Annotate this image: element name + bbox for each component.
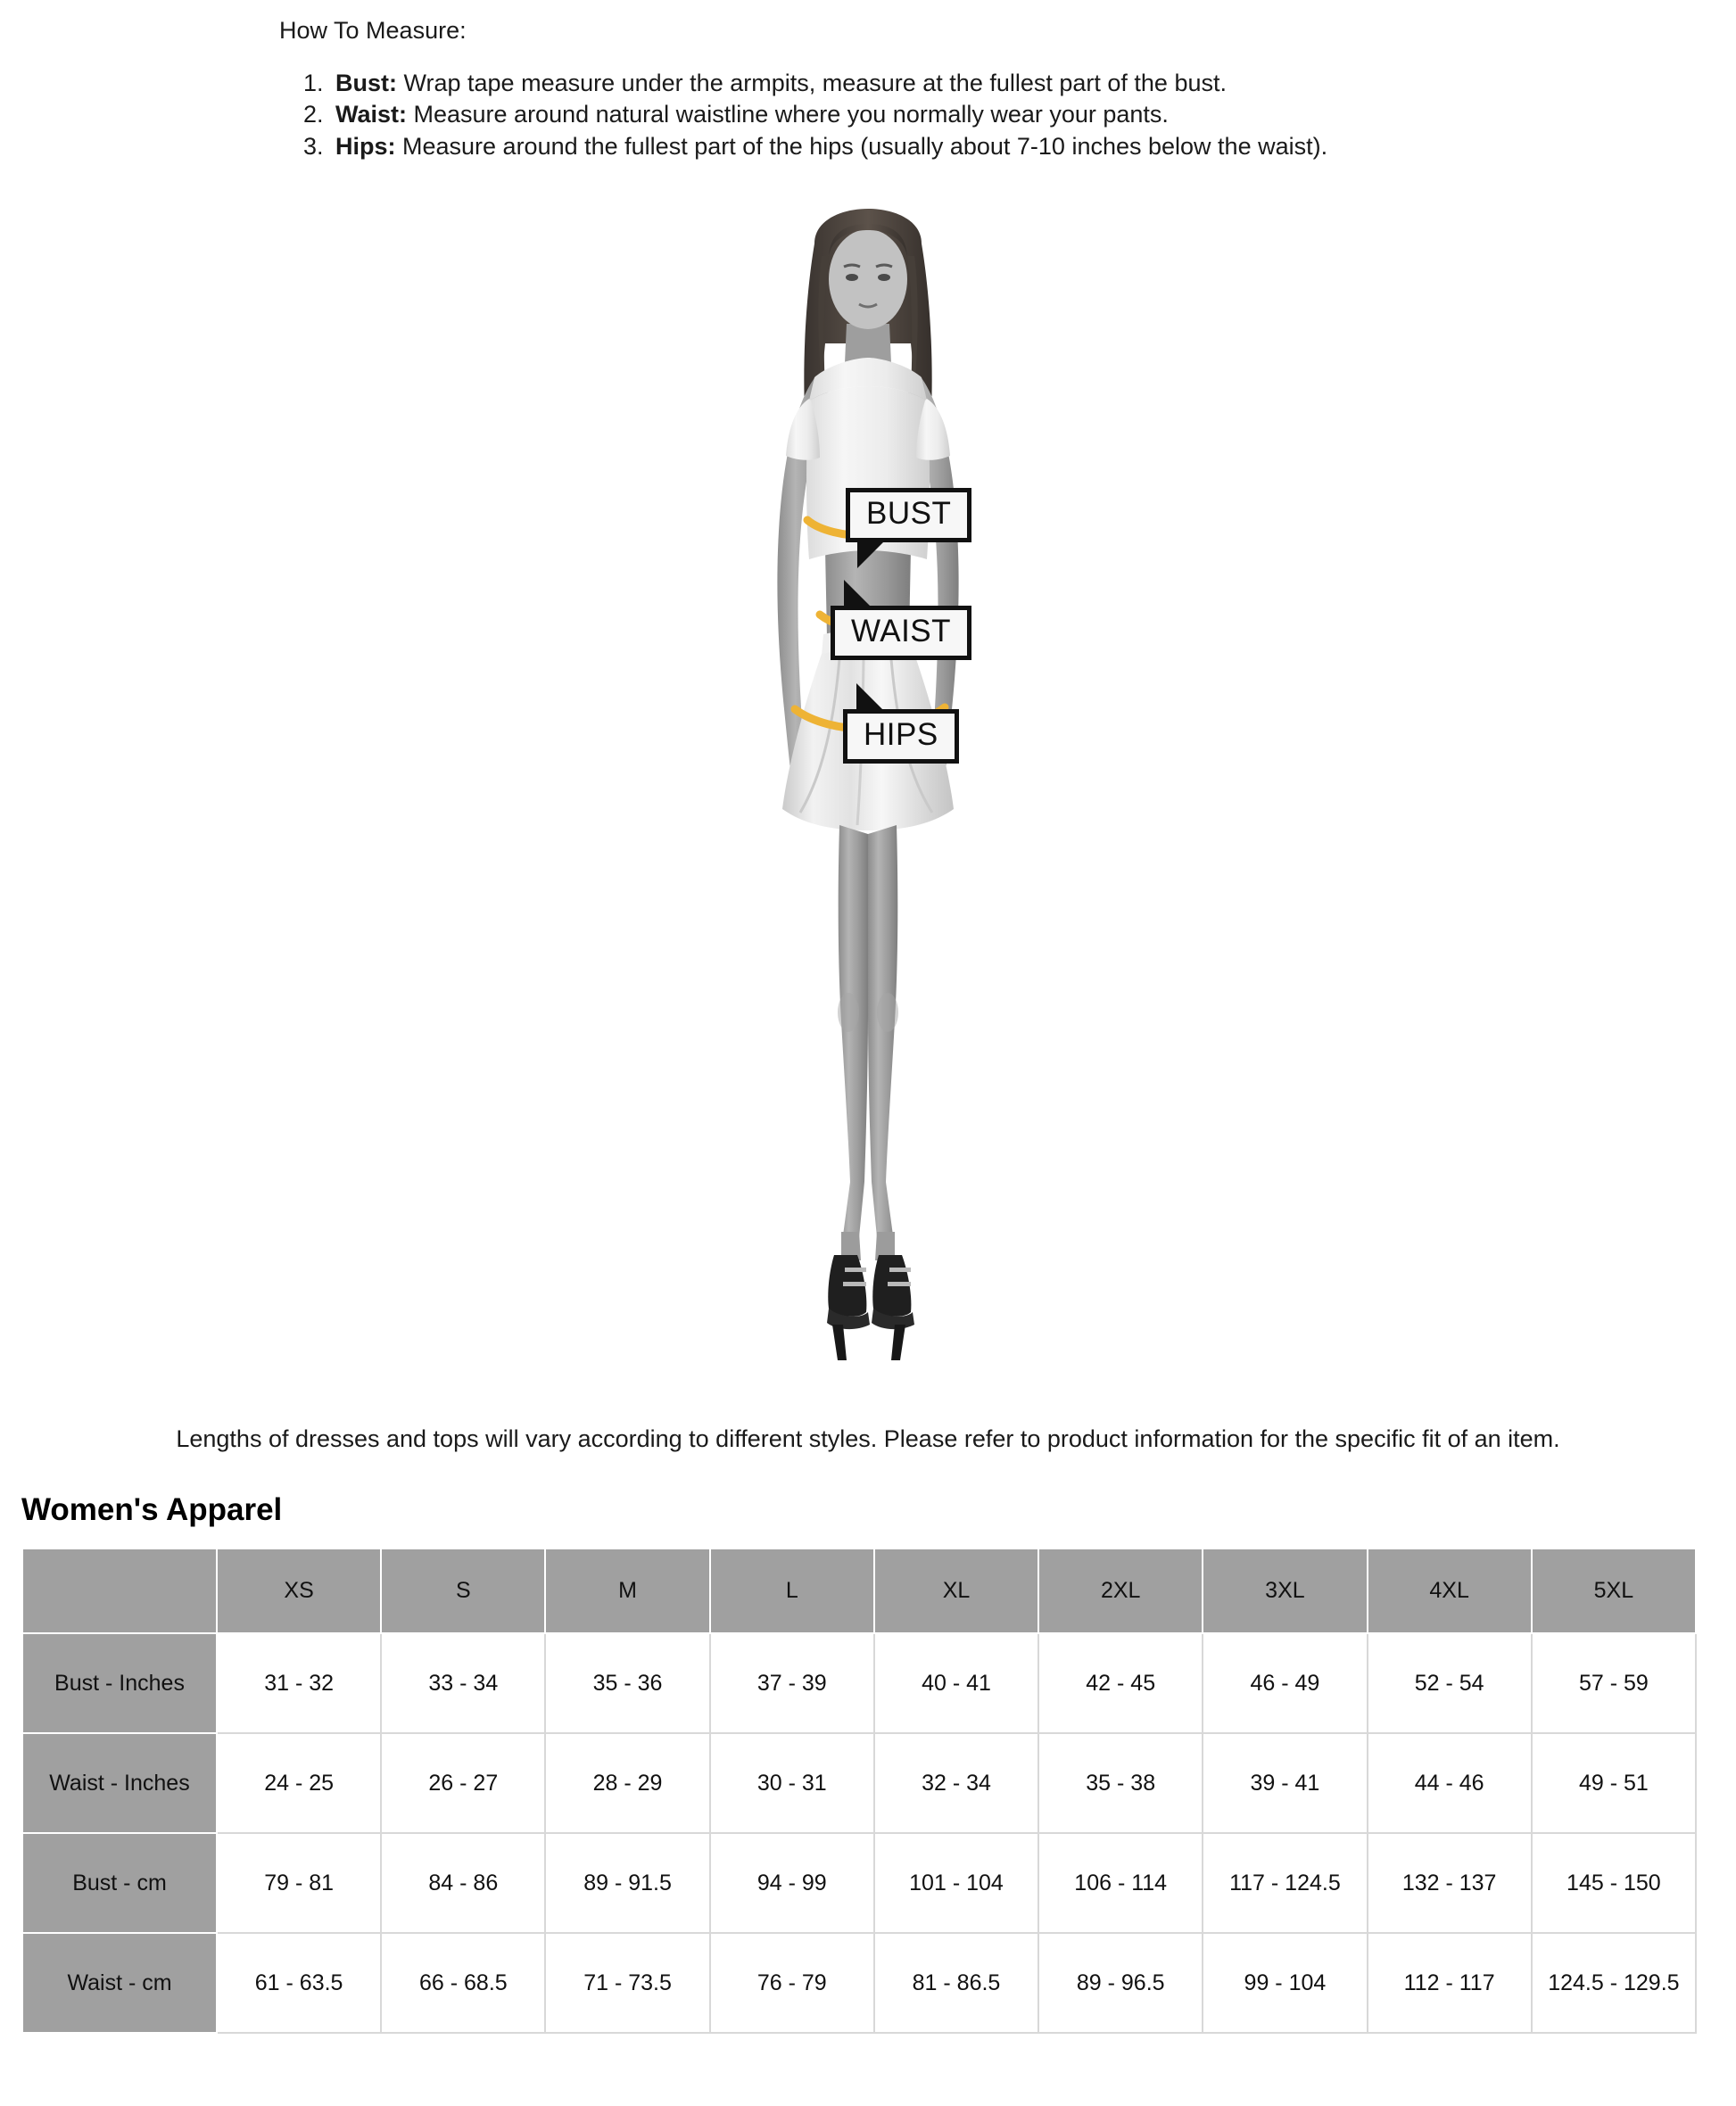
waist-callout-text: WAIST bbox=[851, 614, 952, 648]
callout-pointer-icon bbox=[857, 537, 888, 568]
table-cell: 106 - 114 bbox=[1037, 1832, 1204, 1934]
table-header: XS S M L XL 2XL 3XL 4XL 5XL bbox=[21, 1548, 1698, 1634]
table-row: Waist - cm 61 - 63.5 66 - 68.5 71 - 73.5… bbox=[21, 1932, 1698, 2034]
table-cell: 30 - 31 bbox=[708, 1732, 875, 1834]
model-illustration bbox=[681, 174, 1055, 1423]
table-cell: 76 - 79 bbox=[708, 1932, 875, 2034]
table-cell: 28 - 29 bbox=[544, 1732, 711, 1834]
table-cell: 101 - 104 bbox=[872, 1832, 1040, 1934]
list-item: Hips: Measure around the fullest part of… bbox=[330, 131, 1736, 163]
waist-callout-label: WAIST bbox=[831, 580, 972, 660]
table-row: Waist - Inches 24 - 25 26 - 27 28 - 29 3… bbox=[21, 1732, 1698, 1834]
column-header-4xl: 4XL bbox=[1366, 1548, 1533, 1634]
how-to-measure-section: How To Measure: Bust: Wrap tape measure … bbox=[0, 0, 1736, 163]
list-item: Bust: Wrap tape measure under the armpit… bbox=[330, 68, 1736, 100]
table-cell: 99 - 104 bbox=[1202, 1932, 1368, 2034]
column-header-l: L bbox=[708, 1548, 875, 1634]
page-title: Women's Apparel bbox=[21, 1492, 283, 1527]
figure-caption: Lengths of dresses and tops will vary ac… bbox=[176, 1425, 1560, 1452]
step-term-waist: Waist: bbox=[335, 101, 407, 128]
table-body: Bust - Inches 31 - 32 33 - 34 35 - 36 37… bbox=[21, 1632, 1698, 2034]
table-cell: 81 - 86.5 bbox=[872, 1932, 1040, 2034]
table-cell: 37 - 39 bbox=[708, 1632, 875, 1734]
table-cell: 52 - 54 bbox=[1366, 1632, 1533, 1734]
table-cell: 61 - 63.5 bbox=[215, 1932, 383, 2034]
table-header-row: XS S M L XL 2XL 3XL 4XL 5XL bbox=[21, 1548, 1698, 1634]
table-cell: 32 - 34 bbox=[872, 1732, 1040, 1834]
hips-callout-label: HIPS bbox=[843, 683, 959, 764]
bust-callout-label: BUST bbox=[846, 488, 972, 568]
table-cell: 49 - 51 bbox=[1530, 1732, 1698, 1834]
row-label-bust-cm: Bust - cm bbox=[21, 1832, 218, 1934]
step-text-waist: Measure around natural waistline where y… bbox=[407, 101, 1169, 128]
table-cell: 84 - 86 bbox=[380, 1832, 547, 1934]
step-term-bust: Bust: bbox=[335, 69, 397, 96]
hips-callout-text: HIPS bbox=[864, 717, 938, 752]
table-cell: 71 - 73.5 bbox=[544, 1932, 711, 2034]
table-cell: 35 - 38 bbox=[1037, 1732, 1204, 1834]
table-cell: 132 - 137 bbox=[1366, 1832, 1533, 1934]
table-cell: 145 - 150 bbox=[1530, 1832, 1698, 1934]
row-label-bust-inches: Bust - Inches bbox=[21, 1632, 218, 1734]
how-to-measure-title: How To Measure: bbox=[279, 17, 467, 44]
table-cell: 31 - 32 bbox=[215, 1632, 383, 1734]
table-cell: 24 - 25 bbox=[215, 1732, 383, 1834]
step-text-hips: Measure around the fullest part of the h… bbox=[395, 133, 1328, 160]
measurement-figure: BUST WAIST HIPS bbox=[0, 174, 1736, 1423]
table-cell: 40 - 41 bbox=[872, 1632, 1040, 1734]
table-cell: 26 - 27 bbox=[380, 1732, 547, 1834]
callout-pointer-icon bbox=[856, 683, 887, 714]
table-cell: 66 - 68.5 bbox=[380, 1932, 547, 2034]
how-to-measure-list: Bust: Wrap tape measure under the armpit… bbox=[0, 68, 1736, 163]
table-cell: 124.5 - 129.5 bbox=[1530, 1932, 1698, 2034]
column-header-s: S bbox=[380, 1548, 547, 1634]
table-cell: 112 - 117 bbox=[1366, 1932, 1533, 2034]
table-cell: 117 - 124.5 bbox=[1202, 1832, 1368, 1934]
row-label-waist-inches: Waist - Inches bbox=[21, 1732, 218, 1834]
list-item: Waist: Measure around natural waistline … bbox=[330, 99, 1736, 131]
column-header-xs: XS bbox=[215, 1548, 383, 1634]
column-header-2xl: 2XL bbox=[1037, 1548, 1204, 1634]
step-text-bust: Wrap tape measure under the armpits, mea… bbox=[397, 69, 1227, 96]
table-row: Bust - cm 79 - 81 84 - 86 89 - 91.5 94 -… bbox=[21, 1832, 1698, 1934]
column-header-5xl: 5XL bbox=[1530, 1548, 1698, 1634]
row-label-waist-cm: Waist - cm bbox=[21, 1932, 218, 2034]
table-cell: 35 - 36 bbox=[544, 1632, 711, 1734]
column-header-xl: XL bbox=[872, 1548, 1040, 1634]
table-cell: 79 - 81 bbox=[215, 1832, 383, 1934]
size-chart-table-wrapper: XS S M L XL 2XL 3XL 4XL 5XL Bust - Inche… bbox=[21, 1548, 1698, 2034]
table-corner-cell bbox=[21, 1548, 218, 1634]
table-cell: 57 - 59 bbox=[1530, 1632, 1698, 1734]
table-cell: 39 - 41 bbox=[1202, 1732, 1368, 1834]
size-chart-table: XS S M L XL 2XL 3XL 4XL 5XL Bust - Inche… bbox=[21, 1548, 1698, 2034]
column-header-m: M bbox=[544, 1548, 711, 1634]
table-cell: 89 - 96.5 bbox=[1037, 1932, 1204, 2034]
column-header-3xl: 3XL bbox=[1202, 1548, 1368, 1634]
table-cell: 44 - 46 bbox=[1366, 1732, 1533, 1834]
table-cell: 94 - 99 bbox=[708, 1832, 875, 1934]
step-term-hips: Hips: bbox=[335, 133, 396, 160]
callout-pointer-icon bbox=[844, 580, 874, 610]
table-cell: 42 - 45 bbox=[1037, 1632, 1204, 1734]
table-cell: 89 - 91.5 bbox=[544, 1832, 711, 1934]
table-row: Bust - Inches 31 - 32 33 - 34 35 - 36 37… bbox=[21, 1632, 1698, 1734]
bust-callout-text: BUST bbox=[866, 496, 952, 531]
table-cell: 46 - 49 bbox=[1202, 1632, 1368, 1734]
table-cell: 33 - 34 bbox=[380, 1632, 547, 1734]
